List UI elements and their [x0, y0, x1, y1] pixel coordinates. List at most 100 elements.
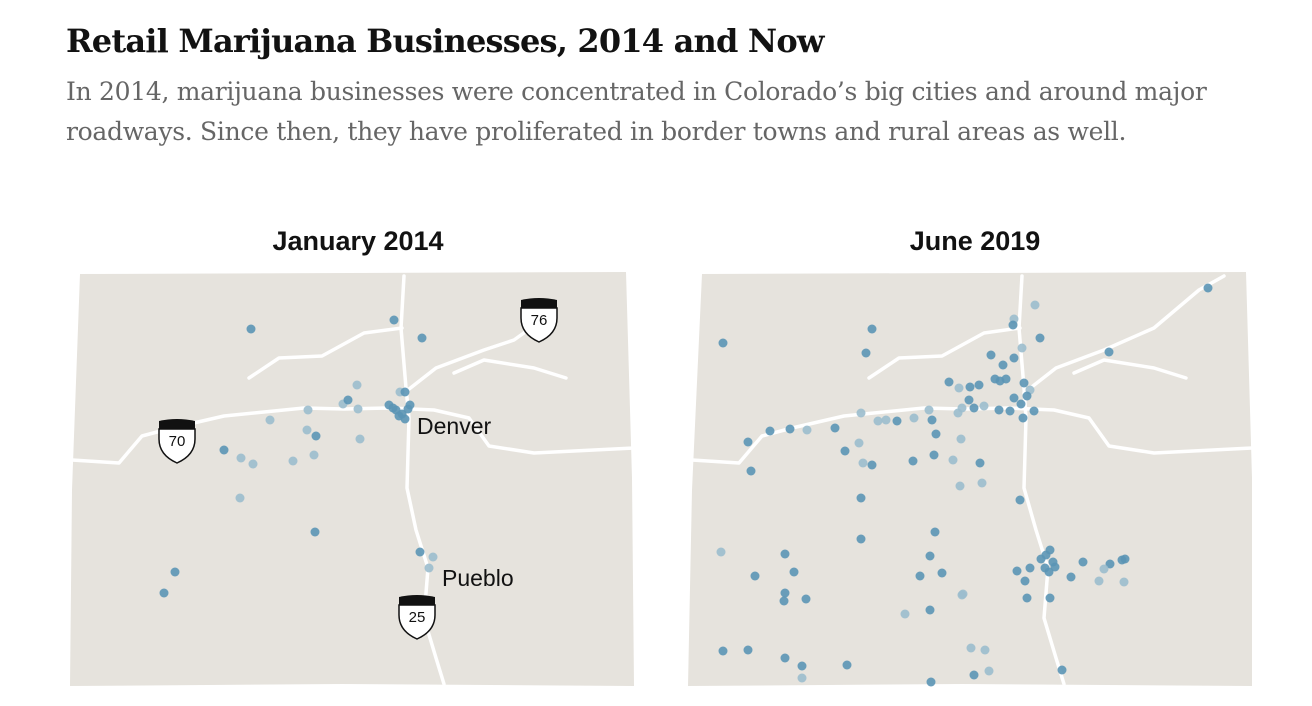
business-dot — [915, 571, 925, 581]
business-dot — [1009, 353, 1019, 363]
business-dot — [930, 527, 940, 537]
interstate-76-shield: 76 — [520, 298, 558, 343]
colorado-state-shape — [70, 272, 634, 686]
map-title-2019: June 2019 — [909, 226, 1041, 256]
business-dot — [856, 493, 866, 503]
business-dot — [929, 450, 939, 460]
road-i25 — [1017, 274, 1066, 686]
business-dot — [1008, 320, 1018, 330]
business-dot — [779, 596, 789, 606]
business-dot — [965, 382, 975, 392]
road-i25 — [399, 274, 446, 686]
business-dot — [302, 425, 312, 435]
business-dot — [303, 405, 313, 415]
headline: Retail Marijuana Businesses, 2014 and No… — [66, 22, 824, 60]
business-dot — [789, 567, 799, 577]
business-dot — [288, 456, 298, 466]
business-dot — [718, 646, 728, 656]
road-i76 — [402, 318, 544, 395]
business-dot — [1015, 495, 1025, 505]
business-dot — [1099, 564, 1109, 574]
business-dot — [842, 660, 852, 670]
business-dot — [1105, 559, 1115, 569]
business-dot — [958, 589, 968, 599]
business-dot — [994, 405, 1004, 415]
business-dot — [1035, 333, 1045, 343]
business-dot — [858, 458, 868, 468]
business-dot — [937, 568, 947, 578]
business-dot — [743, 645, 753, 655]
business-dot — [830, 423, 840, 433]
business-dot — [931, 429, 941, 439]
interstate-70-shield: 70 — [158, 419, 196, 464]
business-dot — [964, 395, 974, 405]
interstate-25-label: 25 — [409, 609, 426, 626]
business-dot — [924, 405, 934, 415]
business-dot — [1016, 399, 1026, 409]
business-dot — [984, 666, 994, 676]
business-dot — [801, 594, 811, 604]
business-dot — [1050, 562, 1060, 572]
business-dot — [1078, 557, 1088, 567]
business-dot — [765, 426, 775, 436]
business-dot — [975, 458, 985, 468]
business-dot — [867, 324, 877, 334]
business-dot — [969, 670, 979, 680]
business-dot — [159, 588, 169, 598]
city-label-denver: Denver — [417, 413, 491, 439]
dek: In 2014, marijuana businesses were conce… — [66, 77, 1207, 146]
business-dot — [415, 547, 425, 557]
road-north — [247, 326, 404, 380]
business-dot — [956, 434, 966, 444]
business-dot — [1119, 577, 1129, 587]
map-june-2019 — [688, 272, 1254, 687]
business-dot — [856, 408, 866, 418]
business-dot — [1044, 567, 1054, 577]
business-dot — [1025, 563, 1035, 573]
business-dot — [977, 478, 987, 488]
business-dot — [424, 563, 434, 573]
business-dot — [355, 434, 365, 444]
business-dot — [797, 673, 807, 683]
business-dot — [785, 424, 795, 434]
business-dot — [405, 400, 415, 410]
business-dot — [235, 493, 245, 503]
business-dot — [1018, 413, 1028, 423]
business-dot — [1045, 593, 1055, 603]
road-north — [867, 326, 1022, 380]
business-dot — [743, 437, 753, 447]
business-dot — [881, 415, 891, 425]
business-dot — [909, 413, 919, 423]
business-dot — [780, 549, 790, 559]
business-dot — [856, 534, 866, 544]
map-title-2014: January 2014 — [272, 226, 444, 256]
business-dot — [892, 416, 902, 426]
business-dot — [802, 425, 812, 435]
business-dot — [1009, 393, 1019, 403]
roads — [70, 274, 636, 686]
business-dot — [927, 415, 937, 425]
business-dot — [248, 459, 258, 469]
road-i70 — [70, 406, 636, 465]
business-dot — [1029, 406, 1039, 416]
business-dot — [944, 377, 954, 387]
business-dot — [1001, 374, 1011, 384]
colorado-state-shape — [688, 272, 1252, 686]
business-dot — [925, 605, 935, 615]
business-dot — [979, 401, 989, 411]
business-dots-2014 — [159, 315, 438, 598]
business-dot — [1203, 283, 1213, 293]
business-dot — [353, 404, 363, 414]
business-dot — [417, 333, 427, 343]
business-dot — [986, 350, 996, 360]
business-dot — [1057, 665, 1067, 675]
business-dot — [310, 527, 320, 537]
business-dot — [969, 403, 979, 413]
road-east — [452, 358, 568, 380]
business-dot — [861, 348, 871, 358]
business-dot — [953, 408, 963, 418]
business-dot — [780, 653, 790, 663]
business-dot — [309, 450, 319, 460]
business-dot — [926, 677, 936, 687]
business-dot — [718, 338, 728, 348]
